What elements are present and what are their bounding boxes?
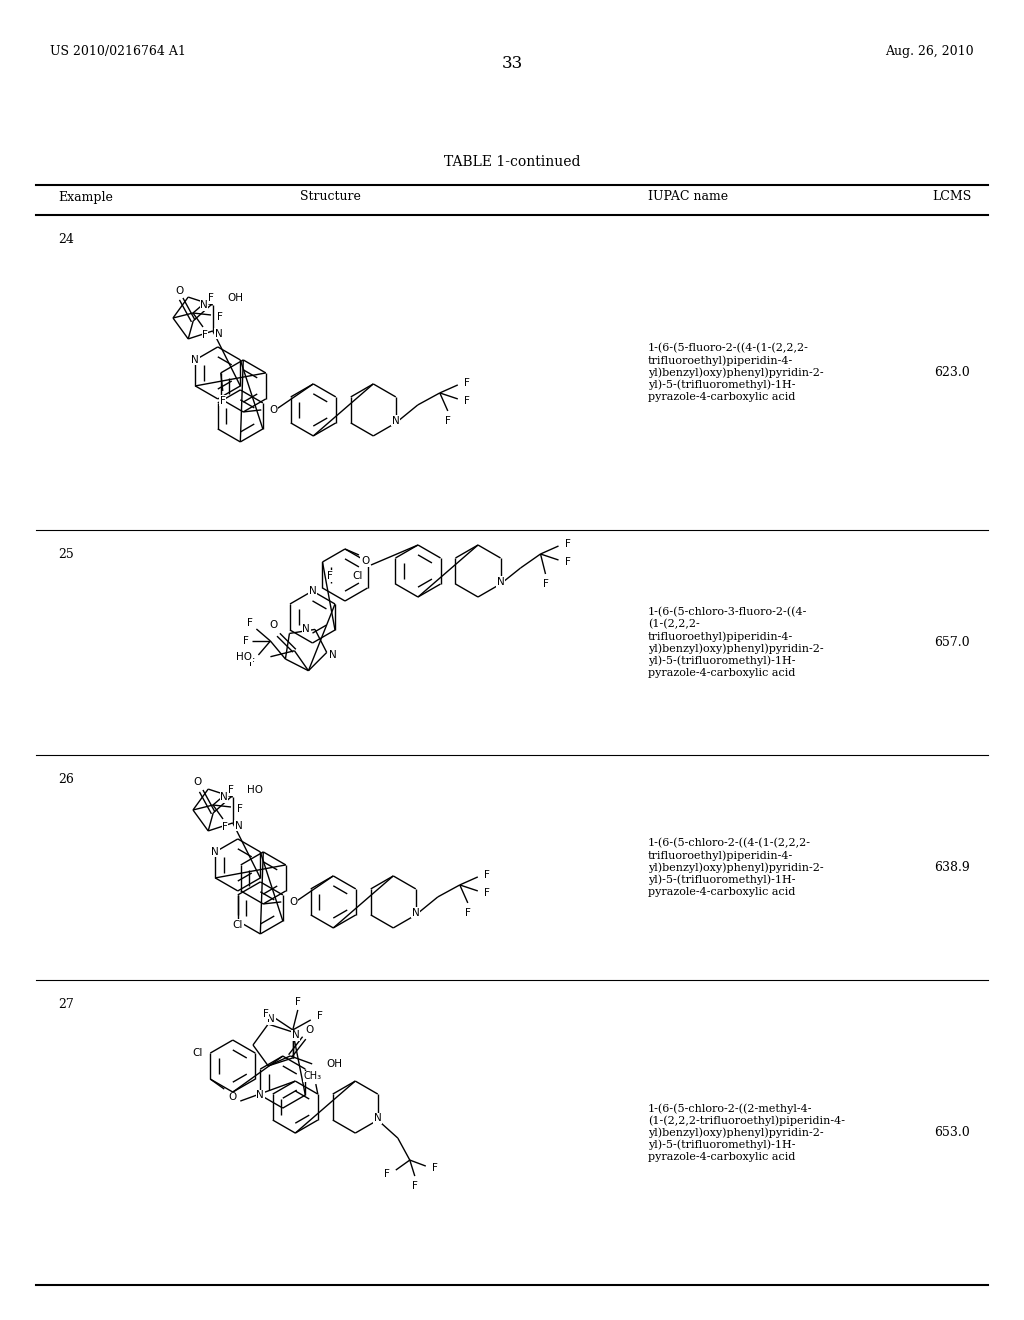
Text: 653.0: 653.0 — [934, 1126, 970, 1139]
Text: IUPAC name: IUPAC name — [648, 190, 728, 203]
Text: F: F — [228, 785, 233, 795]
Text: F: F — [483, 888, 489, 898]
Text: F: F — [483, 870, 489, 880]
Text: O: O — [228, 1092, 237, 1102]
Text: TABLE 1-continued: TABLE 1-continued — [443, 154, 581, 169]
Text: LCMS: LCMS — [933, 190, 972, 203]
Text: N: N — [329, 651, 337, 660]
Text: 1-(6-(5-chloro-2-((4-(1-(2,2,2-
trifluoroethyl)piperidin-4-
yl)benzyl)oxy)phenyl: 1-(6-(5-chloro-2-((4-(1-(2,2,2- trifluor… — [648, 838, 823, 896]
Text: F: F — [249, 657, 254, 668]
Text: F: F — [543, 579, 549, 589]
Text: CH₃: CH₃ — [304, 1071, 322, 1081]
Text: F: F — [564, 557, 570, 568]
Text: F: F — [237, 804, 243, 814]
Text: N: N — [200, 300, 208, 310]
Text: N: N — [392, 416, 399, 426]
Text: O: O — [290, 896, 298, 907]
Text: F: F — [464, 378, 470, 388]
Text: 1-(6-(5-chloro-2-((2-methyl-4-
(1-(2,2,2-trifluoroethyl)piperidin-4-
yl)benzyl)o: 1-(6-(5-chloro-2-((2-methyl-4- (1-(2,2,2… — [648, 1104, 845, 1162]
Text: Aug. 26, 2010: Aug. 26, 2010 — [886, 45, 974, 58]
Text: F: F — [295, 997, 301, 1007]
Text: O: O — [305, 1024, 313, 1035]
Text: 657.0: 657.0 — [934, 636, 970, 649]
Text: 24: 24 — [58, 234, 74, 246]
Text: F: F — [412, 1181, 418, 1191]
Text: F: F — [220, 396, 225, 407]
Text: 26: 26 — [58, 774, 74, 785]
Text: F: F — [464, 396, 470, 407]
Text: F: F — [316, 1011, 323, 1020]
Text: F: F — [465, 908, 471, 917]
Text: OH: OH — [327, 1059, 342, 1069]
Text: Cl: Cl — [232, 920, 243, 929]
Text: F: F — [208, 293, 214, 304]
Text: F: F — [247, 618, 252, 628]
Text: Cl: Cl — [352, 572, 362, 581]
Text: F: F — [217, 312, 223, 322]
Text: F: F — [564, 539, 570, 549]
Text: N: N — [292, 1030, 300, 1040]
Text: N: N — [412, 908, 420, 917]
Text: Example: Example — [58, 190, 113, 203]
Text: US 2010/0216764 A1: US 2010/0216764 A1 — [50, 45, 186, 58]
Text: HO: HO — [237, 652, 253, 661]
Text: N: N — [374, 1113, 382, 1123]
Text: F: F — [202, 330, 208, 341]
Text: N: N — [220, 792, 227, 803]
Text: F: F — [444, 416, 451, 426]
Text: 25: 25 — [58, 548, 74, 561]
Text: F: F — [328, 572, 334, 581]
Text: N: N — [497, 577, 505, 587]
Text: Cl: Cl — [191, 1048, 203, 1059]
Text: HO: HO — [247, 785, 263, 795]
Text: O: O — [175, 286, 183, 296]
Text: F: F — [222, 822, 228, 832]
Text: O: O — [360, 556, 369, 566]
Text: OH: OH — [227, 293, 244, 302]
Text: 1-(6-(5-fluoro-2-((4-(1-(2,2,2-
trifluoroethyl)piperidin-4-
yl)benzyl)oxy)phenyl: 1-(6-(5-fluoro-2-((4-(1-(2,2,2- trifluor… — [648, 343, 823, 401]
Text: O: O — [194, 777, 202, 787]
Text: 27: 27 — [58, 998, 74, 1011]
Text: 1-(6-(5-chloro-3-fluoro-2-((4-
(1-(2,2,2-
trifluoroethyl)piperidin-4-
yl)benzyl): 1-(6-(5-chloro-3-fluoro-2-((4- (1-(2,2,2… — [648, 607, 823, 678]
Text: N: N — [267, 1014, 275, 1024]
Text: N: N — [308, 586, 316, 597]
Text: F: F — [263, 1008, 268, 1019]
Text: N: N — [256, 1090, 264, 1100]
Text: 623.0: 623.0 — [934, 366, 970, 379]
Text: N: N — [215, 329, 222, 339]
Text: F: F — [243, 636, 249, 645]
Text: N: N — [211, 847, 219, 857]
Text: 638.9: 638.9 — [934, 861, 970, 874]
Text: O: O — [269, 619, 278, 630]
Text: 33: 33 — [502, 55, 522, 73]
Text: F: F — [432, 1163, 437, 1173]
Text: F: F — [384, 1170, 390, 1179]
Text: Structure: Structure — [300, 190, 360, 203]
Text: N: N — [191, 355, 199, 364]
Text: N: N — [302, 624, 310, 635]
Text: N: N — [234, 821, 243, 830]
Text: O: O — [269, 405, 278, 414]
